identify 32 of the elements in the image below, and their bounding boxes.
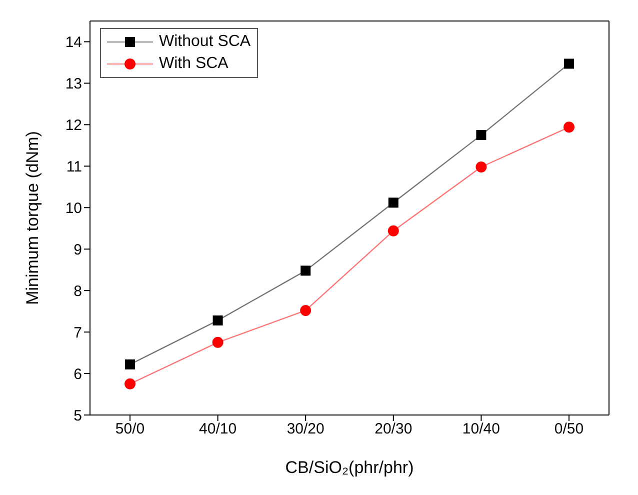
point xyxy=(564,122,574,133)
point xyxy=(124,378,136,390)
point xyxy=(564,58,574,69)
y-tick-label: 5 xyxy=(74,407,82,424)
point xyxy=(300,304,312,316)
y-tick-label: 14 xyxy=(65,34,82,52)
point xyxy=(476,130,486,140)
point xyxy=(125,359,135,370)
point xyxy=(212,336,224,348)
y-axis-title: Minimum torque (dNm) xyxy=(23,131,42,305)
x-tick-label: 50/0 xyxy=(115,420,145,438)
y-tick-label: 10 xyxy=(65,200,82,217)
point xyxy=(300,266,311,276)
point xyxy=(388,198,398,208)
point xyxy=(476,161,487,172)
y-tick-label: 7 xyxy=(74,324,82,342)
y-tick-label: 13 xyxy=(65,76,82,93)
point xyxy=(212,315,223,326)
x-tick-label: 20/30 xyxy=(374,420,412,438)
x-tick-label: 30/20 xyxy=(286,420,324,438)
legend-label: With SCA xyxy=(159,55,228,73)
x-tick-label: 40/10 xyxy=(199,420,237,438)
y-tick-label: 6 xyxy=(74,366,82,383)
point xyxy=(388,225,399,236)
y-tick-label: 11 xyxy=(66,158,82,176)
x-tick-label: 10/40 xyxy=(462,420,500,438)
y-tick-label: 9 xyxy=(74,241,82,258)
x-tick-label: 0/50 xyxy=(554,420,584,438)
y-tick-label: 12 xyxy=(65,117,82,134)
x-axis-title: CB/SiO₂(phr/phr) xyxy=(285,458,414,477)
y-tick-label: 8 xyxy=(74,282,82,300)
legend-label: Without SCA xyxy=(159,33,251,51)
